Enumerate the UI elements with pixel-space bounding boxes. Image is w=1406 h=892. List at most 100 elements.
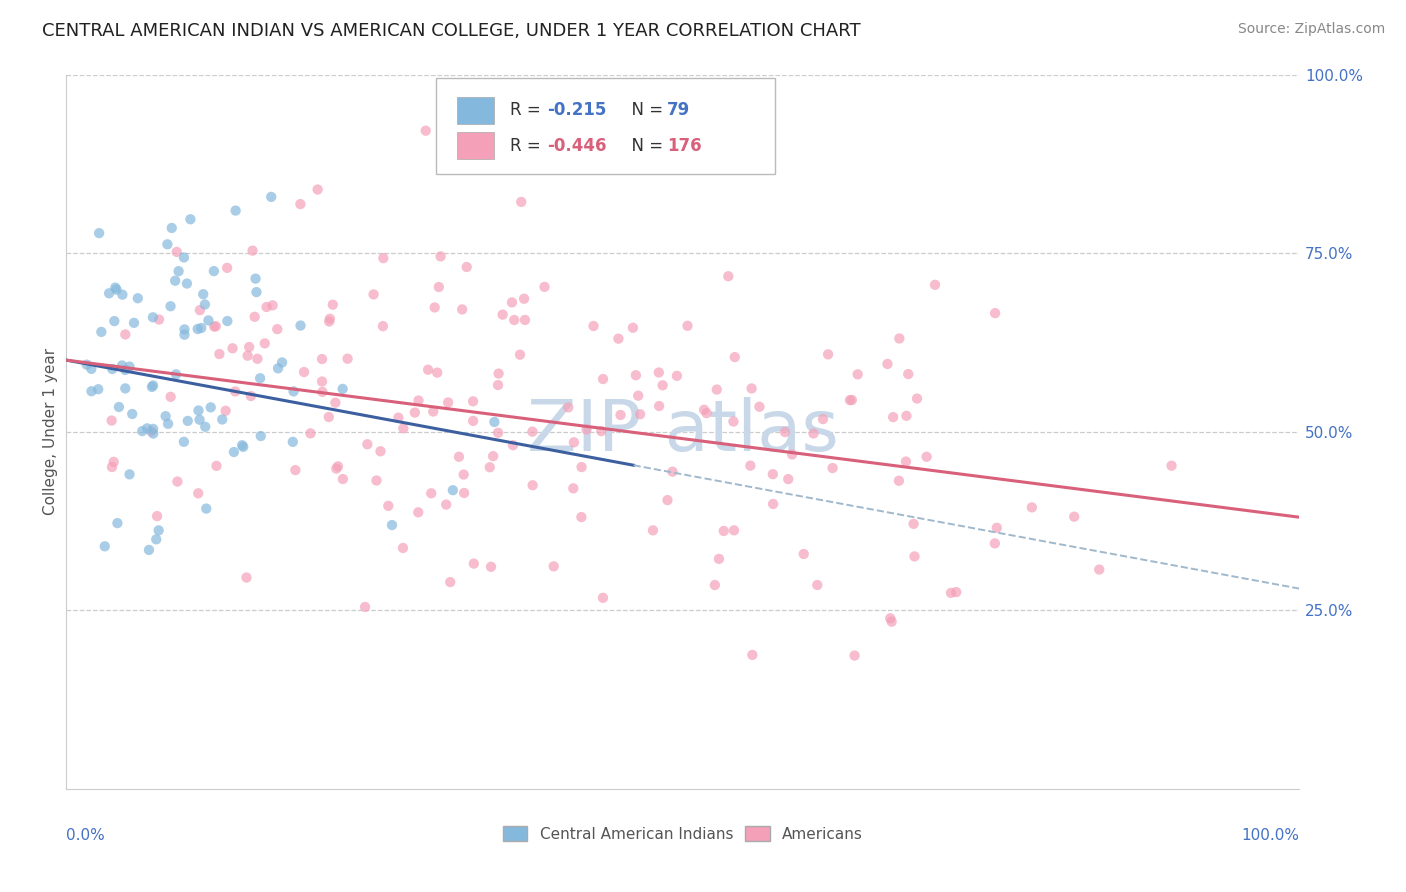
Point bbox=[543, 559, 565, 574]
Point bbox=[839, 393, 862, 408]
Point bbox=[429, 249, 451, 263]
Point bbox=[188, 303, 211, 318]
Point bbox=[155, 409, 177, 424]
Point bbox=[392, 541, 415, 555]
Point bbox=[456, 260, 478, 274]
Point bbox=[780, 447, 803, 461]
Point bbox=[167, 264, 190, 278]
Point bbox=[256, 300, 278, 314]
Point bbox=[806, 578, 828, 592]
Point bbox=[146, 509, 169, 524]
Point bbox=[502, 438, 524, 452]
Point bbox=[202, 264, 225, 278]
Point bbox=[628, 407, 651, 421]
Point bbox=[624, 368, 647, 383]
Point bbox=[87, 382, 110, 396]
Point bbox=[187, 322, 209, 336]
Point bbox=[325, 461, 347, 475]
Point bbox=[723, 524, 745, 538]
Point bbox=[945, 585, 967, 599]
Text: 0.0%: 0.0% bbox=[66, 828, 105, 843]
Point bbox=[592, 372, 614, 386]
Point bbox=[986, 521, 1008, 535]
Point bbox=[284, 463, 307, 477]
Point bbox=[793, 547, 815, 561]
Legend: Central American Indians, Americans: Central American Indians, Americans bbox=[503, 826, 863, 841]
Point bbox=[404, 406, 426, 420]
Point bbox=[575, 423, 598, 437]
Point bbox=[437, 395, 460, 409]
FancyBboxPatch shape bbox=[436, 78, 775, 175]
Point bbox=[290, 318, 312, 333]
Point bbox=[366, 474, 388, 488]
Point bbox=[522, 425, 544, 439]
Point bbox=[356, 437, 378, 451]
Point bbox=[204, 319, 226, 334]
Point bbox=[260, 190, 283, 204]
Point bbox=[354, 599, 377, 614]
Point bbox=[177, 414, 200, 428]
Point bbox=[657, 493, 679, 508]
Point bbox=[903, 516, 925, 531]
Point bbox=[479, 559, 502, 574]
Point bbox=[879, 611, 901, 625]
Point bbox=[325, 395, 347, 409]
Point bbox=[706, 383, 728, 397]
Text: 100.0%: 100.0% bbox=[1241, 828, 1299, 843]
Point bbox=[724, 350, 747, 364]
Point bbox=[236, 349, 259, 363]
Point bbox=[451, 302, 474, 317]
Point bbox=[307, 182, 329, 196]
FancyBboxPatch shape bbox=[457, 132, 495, 160]
Point bbox=[582, 318, 605, 333]
Point bbox=[111, 287, 134, 301]
Point bbox=[696, 406, 718, 420]
Point bbox=[249, 371, 271, 385]
Point bbox=[491, 308, 513, 322]
Point bbox=[762, 467, 785, 482]
Text: 79: 79 bbox=[666, 101, 690, 120]
Y-axis label: College, Under 1 year: College, Under 1 year bbox=[44, 348, 58, 515]
Point bbox=[717, 269, 740, 284]
Point bbox=[98, 286, 121, 301]
Point bbox=[222, 445, 245, 459]
Text: Source: ZipAtlas.com: Source: ZipAtlas.com bbox=[1237, 22, 1385, 37]
Point bbox=[434, 498, 457, 512]
Text: R =: R = bbox=[510, 101, 547, 120]
Point bbox=[591, 424, 613, 438]
Point bbox=[211, 412, 233, 426]
Point bbox=[266, 322, 288, 336]
Point bbox=[193, 287, 215, 301]
Point bbox=[332, 472, 354, 486]
Point bbox=[501, 295, 523, 310]
Point bbox=[723, 415, 745, 429]
Point bbox=[592, 591, 614, 605]
Point bbox=[156, 237, 179, 252]
Point bbox=[249, 429, 271, 443]
Point bbox=[821, 461, 844, 475]
Point bbox=[415, 124, 437, 138]
Point bbox=[142, 378, 165, 392]
Point bbox=[246, 351, 269, 366]
Point bbox=[387, 410, 409, 425]
Point bbox=[262, 298, 284, 312]
Point bbox=[984, 536, 1007, 550]
Point bbox=[157, 417, 180, 431]
Point bbox=[238, 340, 260, 354]
Point bbox=[165, 274, 187, 288]
Point bbox=[423, 301, 446, 315]
Point bbox=[896, 409, 918, 423]
Point bbox=[127, 291, 149, 305]
Point bbox=[76, 358, 98, 372]
Point bbox=[894, 454, 917, 468]
Point bbox=[235, 570, 257, 584]
Point bbox=[104, 280, 127, 294]
Point bbox=[148, 524, 170, 538]
Point bbox=[111, 359, 134, 373]
Point bbox=[439, 575, 461, 590]
Point bbox=[80, 384, 103, 399]
Point bbox=[202, 319, 225, 334]
Point bbox=[336, 351, 359, 366]
Point bbox=[173, 434, 195, 449]
Point bbox=[422, 404, 444, 418]
